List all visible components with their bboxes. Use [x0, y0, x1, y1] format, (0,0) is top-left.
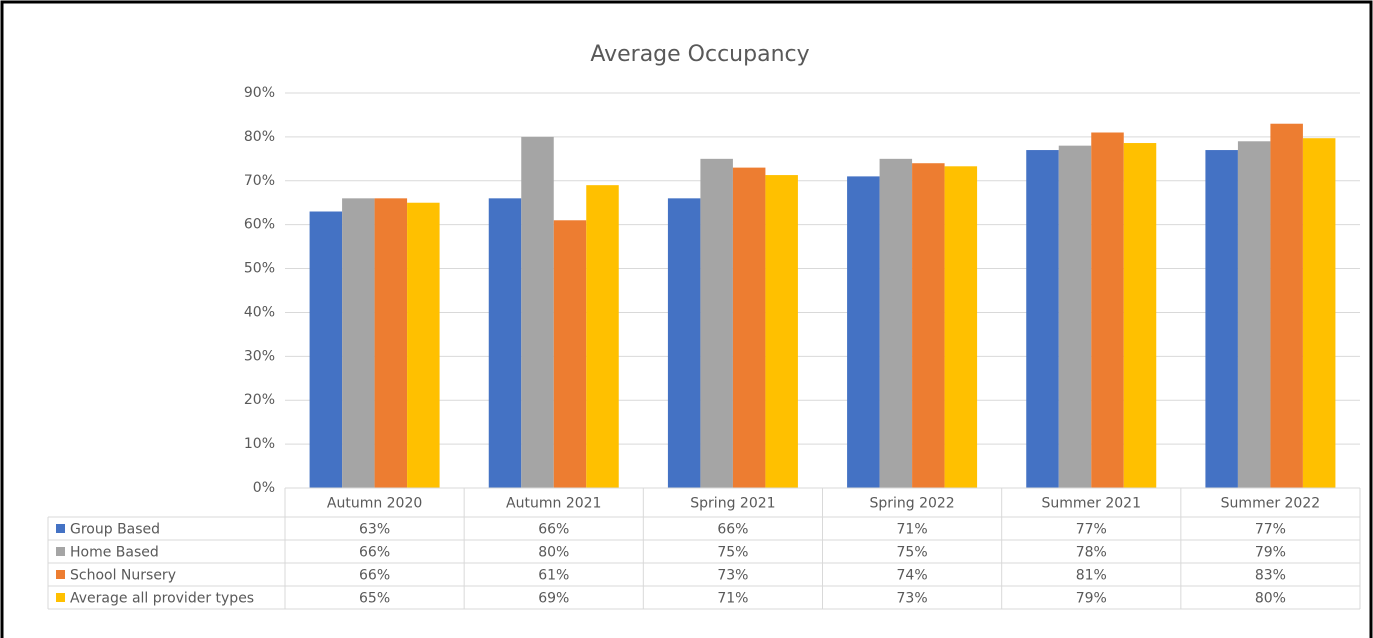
x-tick-label: Summer 2022 [1221, 496, 1320, 512]
table-cell: 77% [1076, 522, 1107, 538]
bar [847, 176, 880, 488]
chart-title: Average Occupancy [590, 42, 809, 67]
table-cell: 61% [538, 568, 569, 584]
legend-label: Group Based [70, 522, 160, 538]
bar [944, 166, 978, 489]
bar [309, 211, 343, 488]
table-cell: 71% [897, 522, 928, 538]
bar [553, 220, 587, 488]
legend-label: Home Based [70, 545, 159, 561]
bar [488, 198, 522, 489]
y-tick-label: 90% [244, 85, 275, 101]
y-tick-label: 70% [244, 173, 275, 189]
bar [342, 198, 375, 489]
legend-key [56, 570, 65, 579]
table-cell: 73% [717, 568, 748, 584]
y-tick-label: 0% [253, 480, 275, 496]
bar [1237, 141, 1271, 488]
y-tick-label: 10% [244, 436, 275, 452]
bar [1302, 138, 1336, 488]
table-cell: 81% [1076, 568, 1107, 584]
bar [1270, 123, 1303, 488]
table-cell: 71% [717, 591, 748, 607]
y-tick-label: 40% [244, 304, 275, 320]
bar [879, 158, 913, 489]
x-tick-label: Spring 2021 [690, 496, 775, 512]
bar [667, 198, 701, 489]
x-tick-label: Autumn 2021 [506, 496, 601, 512]
y-tick-label: 60% [244, 217, 275, 233]
table-cell: 73% [897, 591, 928, 607]
legend-key [56, 524, 65, 533]
bar [521, 136, 554, 488]
table-cell: 80% [1255, 591, 1286, 607]
bar [1058, 145, 1092, 488]
y-tick-label: 80% [244, 129, 275, 145]
bar [586, 185, 619, 488]
table-cell: 63% [359, 522, 390, 538]
legend-label: Average all provider types [70, 591, 254, 607]
x-tick-label: Summer 2021 [1042, 496, 1141, 512]
bar [407, 202, 440, 488]
legend-key [56, 547, 65, 556]
table-cell: 66% [717, 522, 748, 538]
table-cell: 80% [538, 545, 569, 561]
table-cell: 79% [1255, 545, 1286, 561]
bar [732, 167, 766, 488]
table-cell: 77% [1255, 522, 1286, 538]
y-tick-label: 50% [244, 261, 275, 277]
table-cell: 74% [897, 568, 928, 584]
table-cell: 75% [717, 545, 748, 561]
legend-label: School Nursery [70, 568, 176, 584]
x-tick-label: Autumn 2020 [327, 496, 422, 512]
legend-key [56, 593, 65, 602]
x-tick-label: Spring 2022 [869, 496, 954, 512]
table-cell: 66% [359, 568, 390, 584]
table-cell: 66% [359, 545, 390, 561]
bar [1026, 150, 1059, 489]
table-cell: 65% [359, 591, 390, 607]
bar [765, 175, 798, 489]
bar [1091, 132, 1124, 488]
bar [912, 163, 945, 488]
bar [700, 158, 733, 489]
bar [1205, 150, 1238, 489]
y-tick-label: 20% [244, 392, 275, 408]
table-cell: 66% [538, 522, 569, 538]
table-cell: 69% [538, 591, 569, 607]
table-cell: 79% [1076, 591, 1107, 607]
bar [374, 198, 408, 489]
table-cell: 83% [1255, 568, 1286, 584]
table-cell: 75% [897, 545, 928, 561]
table-cell: 78% [1076, 545, 1107, 561]
y-tick-label: 30% [244, 348, 275, 364]
bar [1123, 143, 1157, 489]
